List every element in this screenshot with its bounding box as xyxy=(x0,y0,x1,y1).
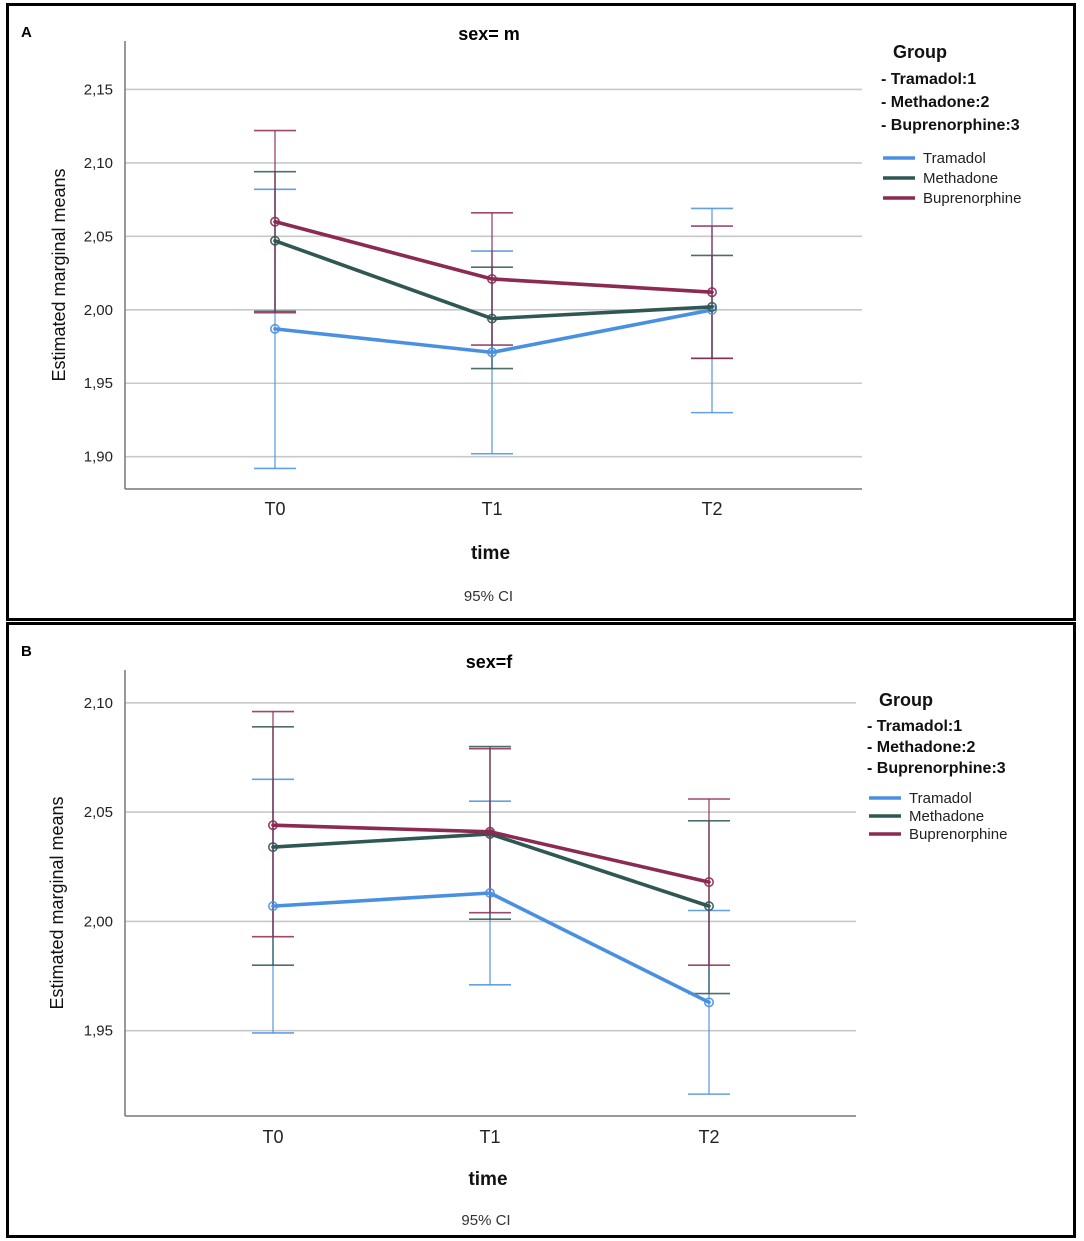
panel-letter: A xyxy=(21,24,32,41)
y-tick-label: 2,00 xyxy=(84,302,113,319)
legend-title: Group xyxy=(893,42,947,62)
legend-group-code: - Buprenorphine:3 xyxy=(867,760,1006,777)
tramadol-point xyxy=(269,323,280,334)
tramadol-point xyxy=(703,997,714,1008)
legend-entry: Tramadol xyxy=(909,790,972,807)
x-tick-label: T1 xyxy=(479,1127,500,1147)
x-tick-label: T2 xyxy=(698,1127,719,1147)
methadone-line xyxy=(273,238,714,321)
legend-entry: Buprenorphine xyxy=(909,826,1007,843)
y-tick-label: 2,10 xyxy=(84,155,113,172)
ci-note: 95% CI xyxy=(461,1212,510,1229)
x-tick-label: T1 xyxy=(481,499,502,519)
y-axis-label: Estimated marginal means xyxy=(47,796,67,1009)
panel-letter: B xyxy=(21,643,32,660)
buprenorphine-point xyxy=(706,287,717,298)
y-tick-label: 2,05 xyxy=(84,228,113,245)
legend-title: Group xyxy=(879,690,933,710)
legend-group-code: - Buprenorphine:3 xyxy=(881,117,1020,134)
legend-entry: Buprenorphine xyxy=(923,190,1021,207)
x-tick-label: T2 xyxy=(701,499,722,519)
legend-entry: Methadone xyxy=(923,170,998,187)
chart-title: sex=f xyxy=(466,652,514,672)
buprenorphine-point xyxy=(267,820,278,831)
legend-entry: Tramadol xyxy=(923,150,986,167)
y-tick-label: 2,05 xyxy=(84,804,113,821)
buprenorphine-point xyxy=(269,216,280,227)
legend-group-code: - Methadone:2 xyxy=(867,739,976,756)
buprenorphine-point xyxy=(486,273,497,284)
panel-b: B 2,10 2,05 2,00 1,95 sex=f T0 T1 T2 time 95% CI E… xyxy=(6,622,1076,1238)
buprenorphine-line xyxy=(273,219,714,294)
x-tick-label: T0 xyxy=(264,499,285,519)
x-tick-label: T0 xyxy=(262,1127,283,1147)
tramadol-point xyxy=(484,887,495,898)
y-axis-label: Estimated marginal means xyxy=(49,168,69,381)
y-tick-label: 2,10 xyxy=(84,695,113,712)
legend-group-code: - Tramadol:1 xyxy=(881,71,976,88)
x-axis-label: time xyxy=(471,543,510,564)
chart-a: 2,15 2,10 2,05 2,00 1,95 1,90 sex= m T0 T1 T2 time… xyxy=(49,24,1021,605)
tramadol-line xyxy=(273,307,714,355)
buprenorphine-line xyxy=(271,823,711,884)
y-tick-label: 2,15 xyxy=(84,81,113,98)
buprenorphine-point xyxy=(484,826,495,837)
y-tick-label: 1,95 xyxy=(84,375,113,392)
methadone-point xyxy=(269,235,280,246)
chart-title: sex= m xyxy=(458,24,520,44)
methadone-point xyxy=(706,301,717,312)
chart-b: 2,10 2,05 2,00 1,95 sex=f T0 T1 T2 time 95% CI Est… xyxy=(47,652,1007,1229)
legend-group-code: - Methadone:2 xyxy=(881,94,990,111)
methadone-point xyxy=(486,313,497,324)
tramadol-point xyxy=(486,347,497,358)
methadone-line xyxy=(271,832,711,908)
x-axis-label: time xyxy=(468,1169,507,1190)
y-tick-label: 2,00 xyxy=(84,913,113,930)
panel-a: A 2,15 2,10 2,05 2,00 1,95 1,90 sex= m T0 T1 T2 ti… xyxy=(6,3,1076,621)
y-tick-label: 1,90 xyxy=(84,449,113,466)
legend-group-code: - Tramadol:1 xyxy=(867,718,962,735)
methadone-point xyxy=(267,842,278,853)
legend-entry: Methadone xyxy=(909,808,984,825)
tramadol-line xyxy=(271,891,711,1005)
y-tick-label: 1,95 xyxy=(84,1023,113,1040)
buprenorphine-point xyxy=(703,877,714,888)
ci-note: 95% CI xyxy=(464,588,513,605)
methadone-point xyxy=(703,901,714,912)
tramadol-point xyxy=(267,901,278,912)
